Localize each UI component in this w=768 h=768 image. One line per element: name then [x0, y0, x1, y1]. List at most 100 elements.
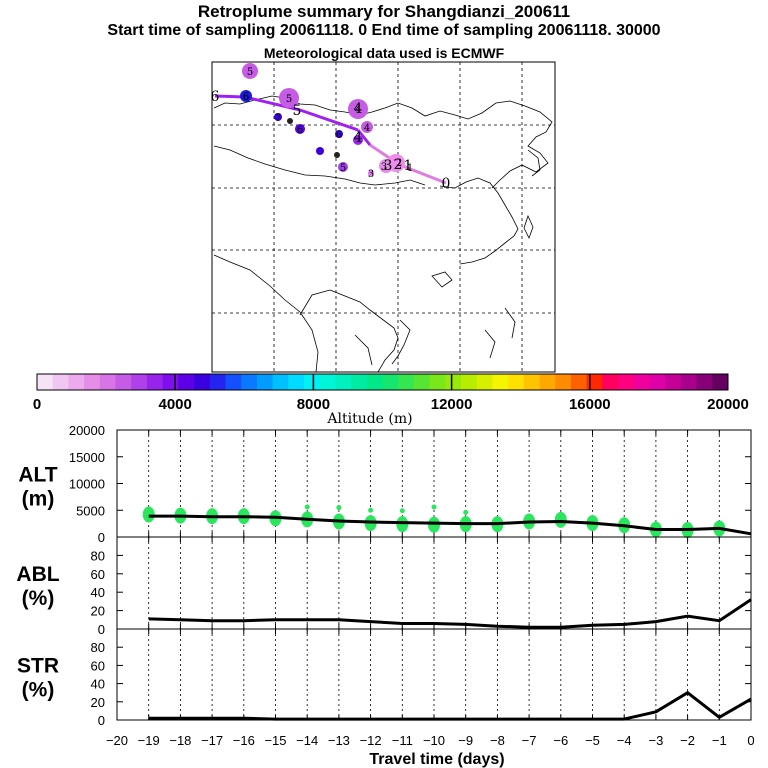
y-tick-label: 40	[91, 585, 105, 600]
colorbar-tick-label: 0	[33, 396, 41, 413]
panel-abl: 0 20 40 60 80 ABL(%)	[16, 536, 752, 637]
scatter-point	[396, 516, 409, 533]
y-tick-label: 15000	[69, 450, 105, 465]
cluster-circle	[368, 170, 374, 176]
colorbar-cell	[586, 374, 603, 390]
cluster-circle	[353, 135, 363, 145]
cluster-label: 4	[364, 123, 370, 134]
x-tick-labels: −20 −19 −18 −17 −16 −15 −14 −13 −12 −11 −10 −9 −8 −7−…	[106, 733, 755, 748]
trajectory-segment	[356, 129, 372, 146]
cluster-label: 5	[247, 67, 253, 78]
colorbar-frame	[36, 373, 729, 391]
cluster-label: 4	[355, 105, 361, 116]
colorbar-cell	[413, 374, 431, 390]
panel-str: 0 20 40 60 80 STR(%)	[17, 628, 752, 728]
colorbar-cell	[241, 374, 258, 390]
x-tick-label: −6	[553, 733, 568, 748]
x-tick-label: −5	[585, 733, 600, 748]
cluster-circle	[242, 63, 258, 79]
coastline-plateau	[213, 145, 426, 186]
y-tick-label: 0	[98, 622, 105, 637]
colorbar-cells	[37, 374, 729, 390]
cluster-label: 1	[407, 163, 413, 174]
x-tick-label: −8	[490, 733, 505, 748]
trajectory-label: 4	[354, 130, 363, 146]
x-tick-label: −7	[522, 733, 537, 748]
x-tick-label: −20	[106, 733, 128, 748]
colorbar-cell	[508, 374, 525, 390]
colorbar-cell	[570, 374, 588, 390]
trajectory-label: 6	[211, 89, 220, 105]
cluster-circle	[279, 88, 299, 108]
y-tick-label: 20000	[69, 423, 105, 438]
coastline-hainan	[431, 271, 453, 288]
cluster-label: 3	[368, 169, 374, 180]
colorbar-cell	[633, 374, 650, 390]
colorbar-cell	[665, 374, 682, 390]
cluster-circle	[316, 147, 324, 155]
x-tick-label: −14	[296, 733, 318, 748]
y-axis-title: ABL	[16, 563, 59, 586]
colorbar-cell	[99, 374, 117, 390]
y-axis-title: (m)	[22, 488, 55, 511]
y-tick-label: 80	[91, 640, 105, 655]
colorbar-cell	[492, 374, 509, 390]
colorbar-cell	[649, 374, 666, 390]
x-tick-label: −4	[617, 733, 632, 748]
x-tick-label: −11	[392, 733, 413, 748]
colorbar-tick-label: 4000	[159, 396, 192, 413]
y-tick-label: 5000	[76, 503, 105, 518]
colorbar-ticks: 0 4000 8000 12000 16000 20000	[33, 374, 749, 413]
cluster-circle	[361, 121, 373, 133]
y-tick-label: 60	[91, 658, 105, 673]
y-tick-label: 0	[98, 530, 105, 545]
series-line	[148, 690, 752, 721]
colorbar-cell	[319, 374, 336, 390]
coastline-taiwan	[523, 214, 534, 240]
trajectory-label: 3	[384, 158, 393, 174]
trajectory-label: 0	[442, 176, 451, 192]
x-tick-label: 0	[747, 733, 754, 748]
y-tick-label: 20	[91, 604, 105, 619]
map-grid	[212, 62, 555, 372]
scatter-point	[399, 508, 405, 514]
x-axis-title: Travel time (days)	[369, 751, 504, 768]
y-tick-label: 20	[91, 695, 105, 710]
cluster-label: 7	[275, 113, 281, 124]
chart-subtitle: Start time of sampling 20061118. 0 End t…	[107, 22, 661, 39]
scatter-point	[368, 507, 374, 513]
colorbar-cell	[303, 374, 321, 390]
colorbar-cell	[602, 374, 619, 390]
coastline-east	[439, 177, 519, 265]
scatter-point	[336, 505, 342, 511]
colorbar-cell	[696, 374, 713, 390]
scatter-point	[142, 506, 155, 523]
coastline-korea	[527, 149, 541, 177]
colorbar-cell	[256, 374, 274, 390]
coastline-land-border	[299, 289, 373, 366]
cluster-label: 6	[243, 92, 249, 103]
colorbar-cell	[52, 374, 69, 390]
colorbar-cell	[382, 374, 399, 390]
colorbar-cell	[476, 374, 493, 390]
colorbar-tick-label: 12000	[431, 396, 473, 413]
scatter-point	[431, 504, 437, 510]
trajectory-segment	[299, 108, 359, 132]
coastline-bay	[391, 319, 411, 365]
colorbar-cell	[618, 374, 635, 390]
met-data-note: Meteorological data used is ECMWF	[263, 45, 505, 61]
y-axis-title: STR	[17, 655, 59, 678]
colorbar-cell	[288, 374, 305, 390]
panel-alt: 0 5000 10000 15000 20000 ALT(m)	[18, 423, 752, 545]
colorbar-cell	[555, 374, 572, 390]
cluster-circle	[338, 162, 348, 172]
x-tick-label: −2	[680, 733, 695, 748]
colorbar-cell	[146, 374, 164, 390]
cluster-circle	[379, 159, 393, 173]
cluster-label: 5	[286, 94, 292, 105]
y-tick-label: 10000	[69, 477, 105, 492]
y-tick-label: 0	[98, 713, 105, 728]
x-tick-label: −17	[201, 733, 223, 748]
